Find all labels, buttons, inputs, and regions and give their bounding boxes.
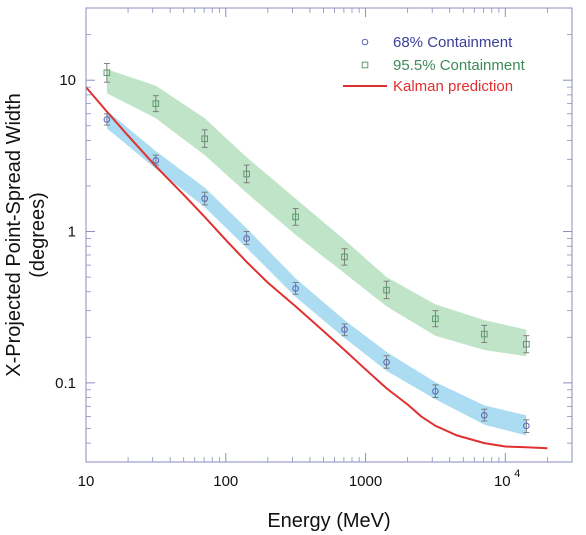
band-95-containment: [106, 69, 527, 357]
square-marker: [243, 170, 250, 178]
square-marker: [341, 253, 348, 261]
point-68-8: [480, 408, 488, 422]
x-tick-label-10000: 10: [494, 473, 511, 490]
circle-marker: [292, 285, 299, 292]
square-marker: [152, 100, 160, 107]
point-68-7: [432, 384, 439, 398]
point-95-1: [152, 95, 160, 113]
circle-marker: [243, 235, 250, 242]
point-95-4: [292, 208, 299, 226]
point-95-8: [480, 324, 488, 343]
circle-marker: [480, 412, 488, 419]
point-68-2: [201, 191, 209, 206]
point-68-6: [383, 355, 390, 369]
band-68-containment: [106, 110, 527, 436]
bands-layer: [106, 69, 527, 436]
circle-marker: [341, 326, 348, 333]
legend-label-kalman: Kalman prediction: [393, 78, 513, 95]
point-95-0: [103, 63, 111, 83]
square-marker: [103, 69, 111, 77]
point-95-5: [341, 248, 348, 266]
square-marker: [480, 330, 488, 338]
curves-layer: [85, 86, 548, 450]
x-tick-label: 100: [213, 473, 238, 490]
point-68-4: [292, 282, 299, 295]
point-68-1: [152, 154, 160, 166]
legend-label-68: 68% Containment: [393, 34, 513, 51]
circle-marker: [152, 157, 160, 164]
legend-label-95: 95.5% Containment: [393, 57, 526, 74]
circle-marker: [432, 387, 439, 395]
point-95-6: [383, 280, 390, 300]
y-tick-label: 10: [59, 72, 76, 89]
plot-frame: [85, 7, 573, 463]
point-95-7: [432, 310, 439, 328]
y-tick-label: 0.1: [55, 375, 76, 392]
y-axis-title-line2: (degrees): [27, 192, 49, 278]
x-tick-label: 1000: [349, 473, 382, 490]
point-68-0: [103, 113, 111, 126]
square-marker: [432, 315, 439, 323]
point-68-9: [523, 419, 530, 433]
y-tick-label: 1: [68, 224, 76, 241]
axes-layer: [85, 7, 573, 463]
point-95-9: [523, 335, 530, 354]
point-95-2: [201, 129, 209, 148]
legend-circle-icon: [361, 38, 369, 46]
square-marker: [201, 135, 209, 143]
x-tick-label: 10: [78, 473, 95, 490]
square-marker: [523, 340, 530, 348]
x-tick-label-exponent: 4: [514, 468, 520, 480]
circle-marker: [103, 116, 111, 123]
circle-marker: [201, 195, 209, 202]
markers-layer: [103, 63, 530, 433]
legend-square-icon: [361, 61, 369, 69]
y-axis-title-line1: X-Projected Point-Spread Width: [3, 93, 25, 376]
x-axis-title: Energy (MeV): [267, 510, 390, 532]
square-marker: [383, 286, 390, 294]
point-68-5: [341, 323, 348, 337]
circle-marker: [523, 422, 530, 430]
square-marker: [292, 213, 299, 221]
point-95-3: [243, 164, 250, 184]
kalman-prediction-line: [85, 86, 548, 450]
legend: 68% Containment 95.5% Containment Kalman p…: [343, 34, 526, 95]
circle-marker: [383, 358, 390, 366]
point-68-3: [243, 231, 250, 246]
